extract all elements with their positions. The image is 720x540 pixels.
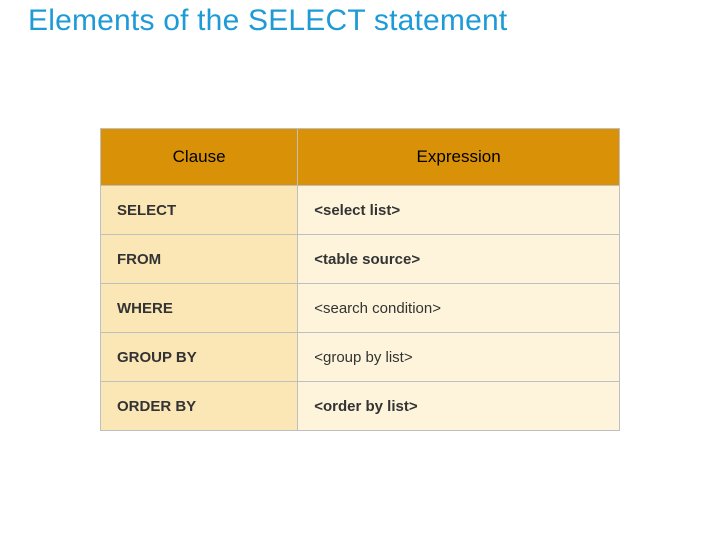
col-header-expression: Expression	[298, 129, 620, 186]
table-row: SELECT <select list>	[101, 186, 620, 235]
clause-cell: GROUP BY	[101, 333, 298, 382]
clause-cell: FROM	[101, 235, 298, 284]
page-title: Elements of the SELECT statement	[28, 4, 507, 38]
slide: Elements of the SELECT statement Clause …	[0, 0, 720, 540]
col-header-clause: Clause	[101, 129, 298, 186]
expression-cell: <table source>	[298, 235, 620, 284]
expression-cell: <group by list>	[298, 333, 620, 382]
table-row: FROM <table source>	[101, 235, 620, 284]
select-elements-table: Clause Expression SELECT <select list> F…	[100, 128, 620, 431]
clause-cell: ORDER BY	[101, 382, 298, 431]
table-row: ORDER BY <order by list>	[101, 382, 620, 431]
table-header-row: Clause Expression	[101, 129, 620, 186]
clause-cell: SELECT	[101, 186, 298, 235]
expression-cell: <search condition>	[298, 284, 620, 333]
clause-cell: WHERE	[101, 284, 298, 333]
table-row: WHERE <search condition>	[101, 284, 620, 333]
table: Clause Expression SELECT <select list> F…	[100, 128, 620, 431]
table-row: GROUP BY <group by list>	[101, 333, 620, 382]
expression-cell: <order by list>	[298, 382, 620, 431]
expression-cell: <select list>	[298, 186, 620, 235]
